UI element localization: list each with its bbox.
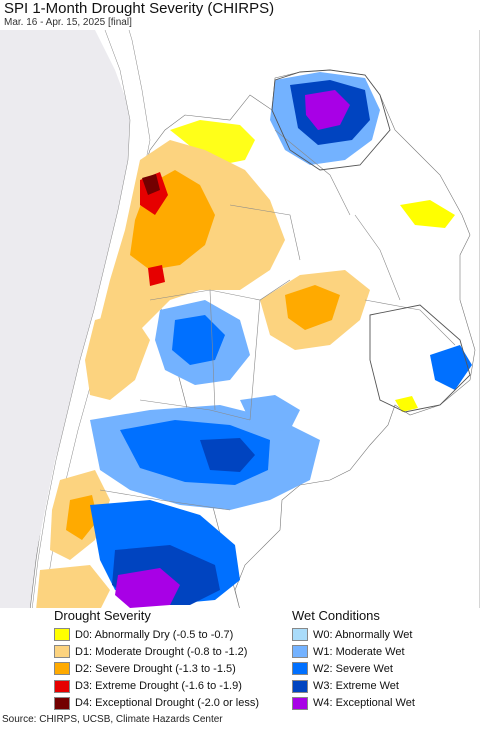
swatch-d4 [54, 696, 70, 710]
legend-item-w1: W1: Moderate Wet [292, 643, 415, 660]
source-credit: Source: CHIRPS, UCSB, Climate Hazards Ce… [2, 714, 223, 725]
zone-d0-northeast [400, 200, 455, 228]
zone-w4-south [115, 568, 180, 608]
map-svg [0, 0, 480, 610]
swatch-w3 [292, 679, 308, 693]
admin-borders [99, 129, 456, 511]
zone-w1-east [240, 395, 300, 432]
zone-w4-paraguay [305, 90, 350, 130]
legend-item-d0: D0: Abnormally Dry (-0.5 to -0.7) [54, 626, 259, 643]
wet-legend-title: Wet Conditions [292, 608, 380, 623]
swatch-w0 [292, 628, 308, 642]
swatch-d2 [54, 662, 70, 676]
map-header: SPI 1-Month Drought Severity (CHIRPS) Ma… [0, 0, 480, 30]
zone-d4-nw [142, 174, 160, 195]
legend-item-d4: D4: Exceptional Drought (-2.0 or less) [54, 695, 259, 712]
zone-d1-south [36, 565, 110, 610]
zone-d3-west [148, 265, 165, 286]
zone-w2-uruguay [430, 345, 472, 390]
drought-map [0, 0, 480, 610]
legend-item-w2: W2: Severe Wet [292, 660, 415, 677]
zone-d1-west [85, 310, 150, 400]
legend-item-d1: D1: Moderate Drought (-0.8 to -1.2) [54, 643, 259, 660]
swatch-d3 [54, 679, 70, 693]
legend-item-w0: W0: Abnormally Wet [292, 626, 415, 643]
swatch-d0 [54, 628, 70, 642]
zone-w3-southcentral [200, 438, 255, 472]
drought-legend-title: Drought Severity [54, 608, 151, 623]
legend-item-d2: D2: Severe Drought (-1.3 to -1.5) [54, 660, 259, 677]
zone-d2-sw [66, 495, 98, 540]
map-date-range: Mar. 16 - Apr. 15, 2025 [final] [4, 17, 132, 28]
swatch-d1 [54, 645, 70, 659]
legend-item-w3: W3: Extreme Wet [292, 678, 415, 695]
legend-item-d3: D3: Extreme Drought (-1.6 to -1.9) [54, 678, 259, 695]
swatch-w1 [292, 645, 308, 659]
swatch-w2 [292, 662, 308, 676]
pacific-area [0, 0, 140, 610]
zone-d2-central [285, 285, 340, 330]
swatch-w4 [292, 696, 308, 710]
legend-item-w4: W4: Exceptional Wet [292, 695, 415, 712]
zone-d0-north [170, 120, 255, 165]
wet-legend: Wet Conditions W0: Abnormally Wet W1: Mo… [292, 608, 415, 712]
paraguay-border [271, 69, 391, 171]
legend: Drought Severity D0: Abnormally Dry (-0.… [0, 608, 480, 712]
zone-d0-east [395, 396, 418, 412]
uruguay-border [369, 304, 471, 413]
drought-legend: Drought Severity D0: Abnormally Dry (-0.… [54, 608, 259, 712]
map-title: SPI 1-Month Drought Severity (CHIRPS) [4, 0, 275, 17]
